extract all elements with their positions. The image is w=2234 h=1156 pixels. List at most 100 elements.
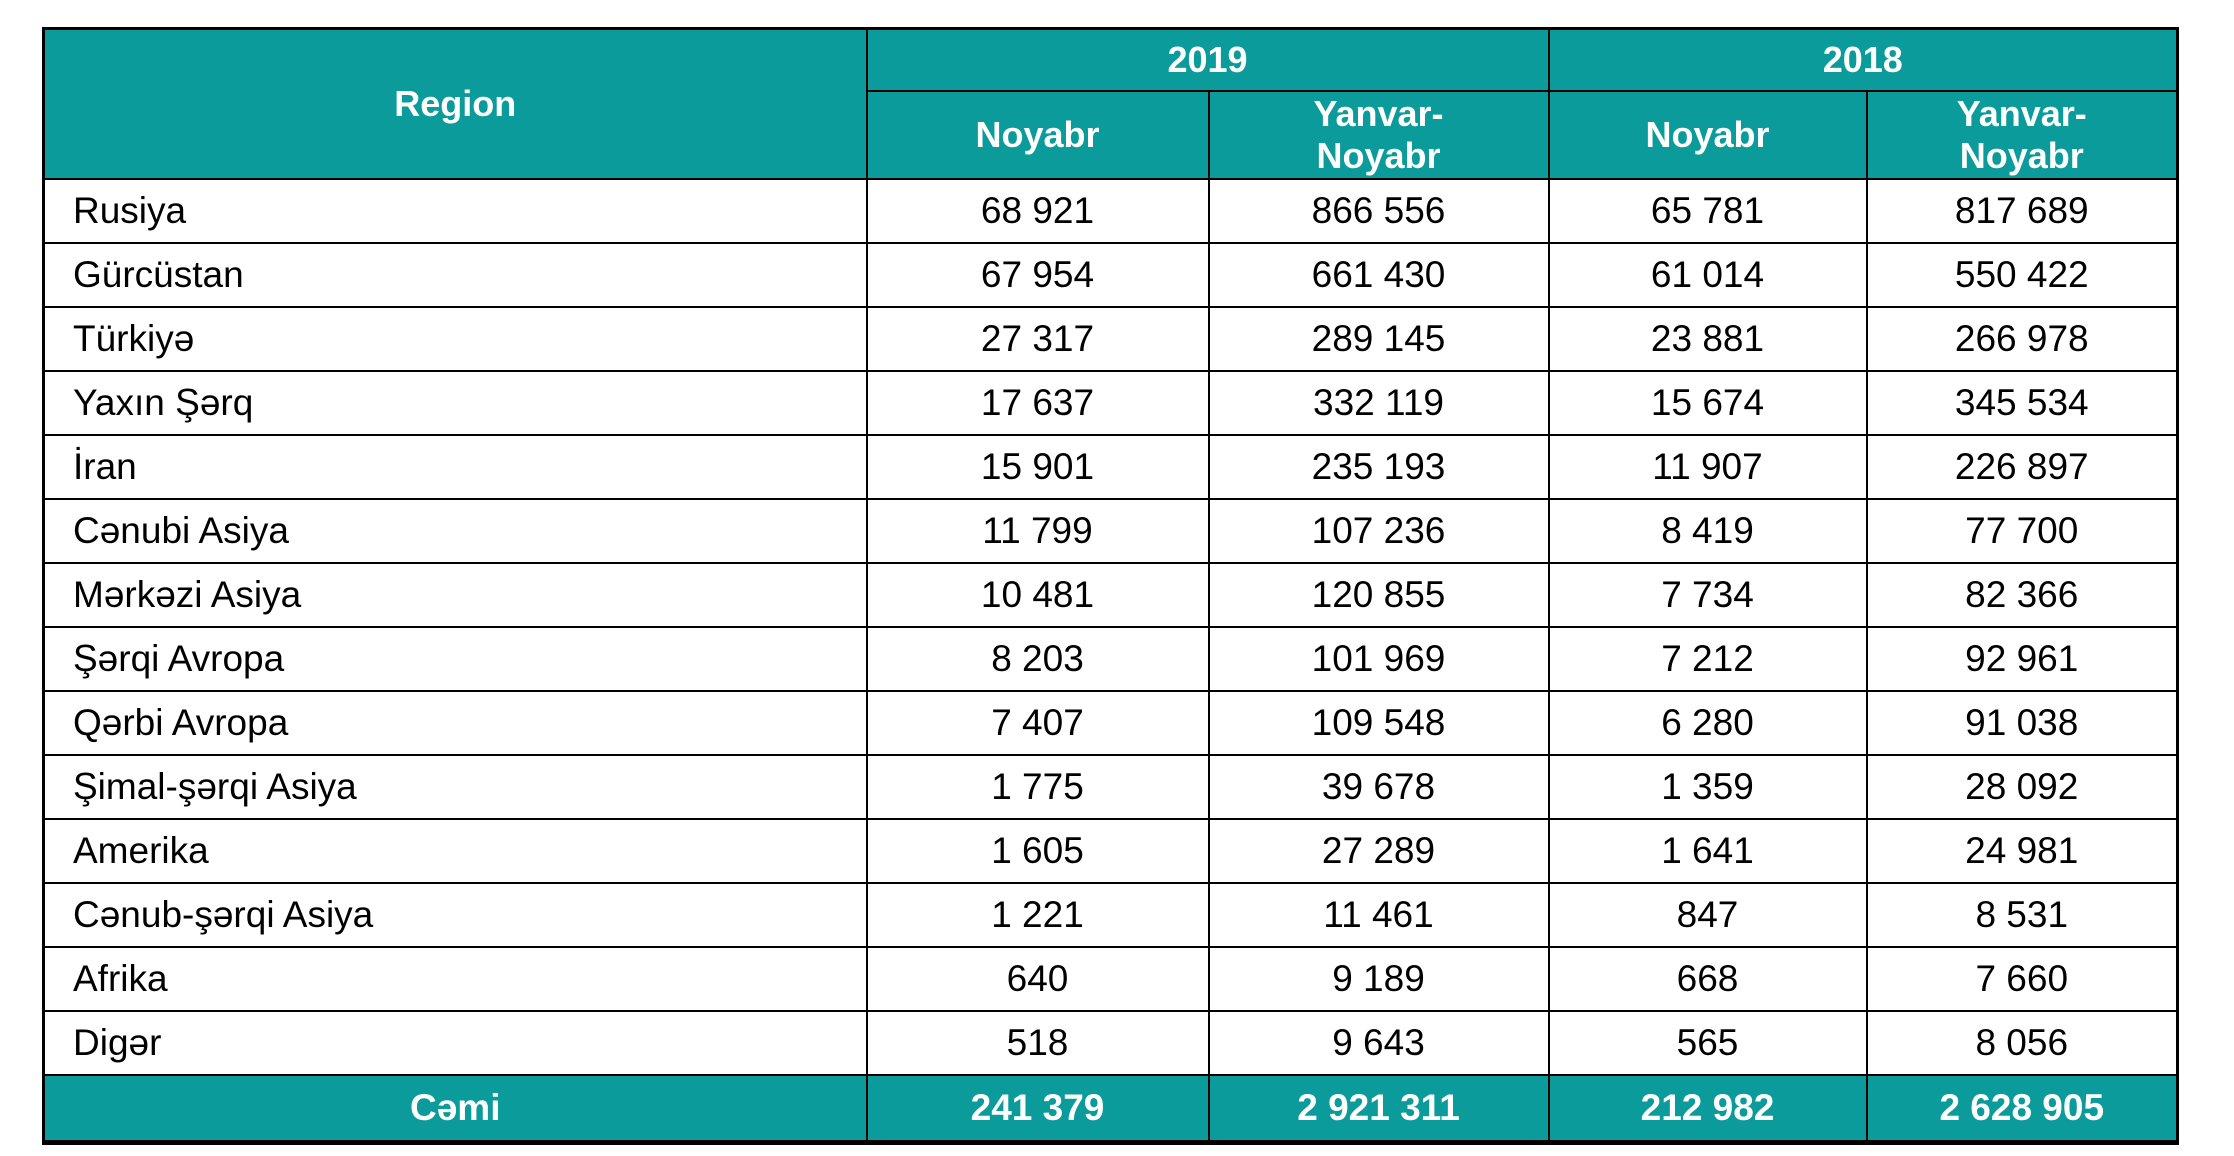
- table-footer: Cəmi 241 379 2 921 311 212 982 2 628 905: [42, 1074, 2179, 1144]
- value-cell: 10 481: [865, 562, 1210, 628]
- header-2018-yanvar-noyabr-label: Yanvar- Noyabr: [1956, 92, 2087, 176]
- value-cell: 8 531: [1865, 882, 2179, 948]
- value-cell: 7 407: [865, 690, 1210, 756]
- region-cell: İran: [42, 434, 868, 500]
- table-header: Region 2019 2018 Noyabr Yanvar- Noyabr N…: [42, 27, 2179, 180]
- total-value-cell: 241 379: [865, 1074, 1210, 1144]
- region-cell: Gürcüstan: [42, 242, 868, 308]
- value-cell: 9 189: [1207, 946, 1550, 1012]
- value-cell: 11 461: [1207, 882, 1550, 948]
- region-cell: Digər: [42, 1010, 868, 1076]
- value-cell: 1 641: [1547, 818, 1868, 884]
- header-2018-yanvar-noyabr: Yanvar- Noyabr: [1865, 90, 2179, 180]
- year-2018-header: 2018: [1547, 27, 2179, 92]
- totals-label: Cəmi: [42, 1074, 868, 1144]
- region-cell: Yaxın Şərq: [42, 370, 868, 436]
- value-cell: 67 954: [865, 242, 1210, 308]
- table-row-yaxin-serq: Yaxın Şərq 17 637 332 119 15 674 345 534: [42, 370, 2179, 436]
- header-2019-noyabr: Noyabr: [865, 90, 1210, 180]
- value-cell: 27 289: [1207, 818, 1550, 884]
- value-cell: 661 430: [1207, 242, 1550, 308]
- value-cell: 345 534: [1865, 370, 2179, 436]
- value-cell: 15 901: [865, 434, 1210, 500]
- value-cell: 68 921: [865, 178, 1210, 244]
- value-cell: 1 221: [865, 882, 1210, 948]
- value-cell: 8 203: [865, 626, 1210, 692]
- value-cell: 550 422: [1865, 242, 2179, 308]
- value-cell: 6 280: [1547, 690, 1868, 756]
- table-row-merkezi-asiya: Mərkəzi Asiya 10 481 120 855 7 734 82 36…: [42, 562, 2179, 628]
- table-row-afrika: Afrika 640 9 189 668 7 660: [42, 946, 2179, 1012]
- value-cell: 28 092: [1865, 754, 2179, 820]
- value-cell: 11 799: [865, 498, 1210, 564]
- value-cell: 27 317: [865, 306, 1210, 372]
- value-cell: 77 700: [1865, 498, 2179, 564]
- value-cell: 235 193: [1207, 434, 1550, 500]
- table-row-diger: Digər 518 9 643 565 8 056: [42, 1010, 2179, 1076]
- value-cell: 817 689: [1865, 178, 2179, 244]
- value-cell: 11 907: [1547, 434, 1868, 500]
- table-row-simal-serqi-asiya: Şimal-şərqi Asiya 1 775 39 678 1 359 28 …: [42, 754, 2179, 820]
- value-cell: 7 212: [1547, 626, 1868, 692]
- value-cell: 565: [1547, 1010, 1868, 1076]
- totals-row: Cəmi 241 379 2 921 311 212 982 2 628 905: [42, 1074, 2179, 1144]
- year-2019-header: 2019: [865, 27, 1550, 92]
- value-cell: 9 643: [1207, 1010, 1550, 1076]
- region-cell: Şimal-şərqi Asiya: [42, 754, 868, 820]
- table-row-serqi-avropa: Şərqi Avropa 8 203 101 969 7 212 92 961: [42, 626, 2179, 692]
- value-cell: 668: [1547, 946, 1868, 1012]
- value-cell: 847: [1547, 882, 1868, 948]
- value-cell: 866 556: [1207, 178, 1550, 244]
- value-cell: 91 038: [1865, 690, 2179, 756]
- value-cell: 107 236: [1207, 498, 1550, 564]
- value-cell: 15 674: [1547, 370, 1868, 436]
- value-cell: 1 775: [865, 754, 1210, 820]
- value-cell: 17 637: [865, 370, 1210, 436]
- table-row-qerbi-avropa: Qərbi Avropa 7 407 109 548 6 280 91 038: [42, 690, 2179, 756]
- value-cell: 24 981: [1865, 818, 2179, 884]
- value-cell: 518: [865, 1010, 1210, 1076]
- value-cell: 65 781: [1547, 178, 1868, 244]
- value-cell: 1 605: [865, 818, 1210, 884]
- month-header-row: Noyabr Yanvar- Noyabr Noyabr Yanvar- Noy…: [44, 90, 2179, 180]
- value-cell: 109 548: [1207, 690, 1550, 756]
- table-row-gurcustan: Gürcüstan 67 954 661 430 61 014 550 422: [42, 242, 2179, 308]
- value-cell: 8 419: [1547, 498, 1868, 564]
- value-cell: 226 897: [1865, 434, 2179, 500]
- value-cell: 332 119: [1207, 370, 1550, 436]
- region-cell: Qərbi Avropa: [42, 690, 868, 756]
- region-statistics-table: Region 2019 2018 Noyabr Yanvar- Noyabr N…: [42, 27, 2179, 1145]
- table-row-cenubi-asiya: Cənubi Asiya 11 799 107 236 8 419 77 700: [42, 498, 2179, 564]
- value-cell: 39 678: [1207, 754, 1550, 820]
- region-cell: Mərkəzi Asiya: [42, 562, 868, 628]
- table-row-iran: İran 15 901 235 193 11 907 226 897: [42, 434, 2179, 500]
- total-value-cell: 212 982: [1547, 1074, 1868, 1144]
- region-cell: Şərqi Avropa: [42, 626, 868, 692]
- header-2019-yanvar-noyabr-label: Yanvar- Noyabr: [1313, 92, 1444, 176]
- table-row-turkiye: Türkiyə 27 317 289 145 23 881 266 978: [42, 306, 2179, 372]
- value-cell: 101 969: [1207, 626, 1550, 692]
- region-cell: Cənubi Asiya: [42, 498, 868, 564]
- header-2018-noyabr-label: Noyabr: [1645, 113, 1770, 155]
- value-cell: 120 855: [1207, 562, 1550, 628]
- table-row-rusiya: Rusiya 68 921 866 556 65 781 817 689: [42, 178, 2179, 244]
- table-body: Rusiya 68 921 866 556 65 781 817 689 Gür…: [42, 178, 2179, 1076]
- value-cell: 266 978: [1865, 306, 2179, 372]
- value-cell: 289 145: [1207, 306, 1550, 372]
- table-row-amerika: Amerika 1 605 27 289 1 641 24 981: [42, 818, 2179, 884]
- value-cell: 8 056: [1865, 1010, 2179, 1076]
- region-cell: Afrika: [42, 946, 868, 1012]
- header-2019-yanvar-noyabr: Yanvar- Noyabr: [1207, 90, 1550, 180]
- header-2018-noyabr: Noyabr: [1547, 90, 1868, 180]
- value-cell: 92 961: [1865, 626, 2179, 692]
- total-value-cell: 2 628 905: [1865, 1074, 2179, 1144]
- value-cell: 7 734: [1547, 562, 1868, 628]
- value-cell: 640: [865, 946, 1210, 1012]
- region-cell: Türkiyə: [42, 306, 868, 372]
- region-cell: Rusiya: [42, 178, 868, 244]
- region-cell: Cənub-şərqi Asiya: [42, 882, 868, 948]
- value-cell: 7 660: [1865, 946, 2179, 1012]
- region-cell: Amerika: [42, 818, 868, 884]
- region-column-header: Region: [42, 27, 868, 180]
